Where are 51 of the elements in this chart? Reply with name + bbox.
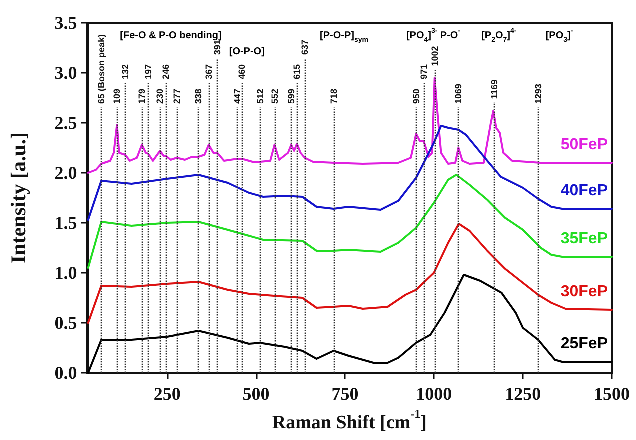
ref-line-label: 637 bbox=[300, 40, 310, 55]
annotation: [O-P-O] bbox=[229, 46, 265, 58]
series-label: 40FeP bbox=[560, 182, 608, 200]
ref-line-label: 1293 bbox=[533, 84, 544, 104]
ref-line-label: 338 bbox=[194, 88, 204, 104]
x-tick-label: 750 bbox=[332, 384, 359, 404]
x-tick-label: 1500 bbox=[594, 384, 630, 404]
y-tick-label: 2.0 bbox=[54, 163, 78, 183]
line-series bbox=[87, 274, 613, 374]
line-series bbox=[87, 223, 613, 324]
series-label: 25FeP bbox=[560, 336, 608, 352]
line-series bbox=[87, 174, 613, 269]
ref-line-label: 367 bbox=[204, 64, 214, 80]
ref-line-label: 552 bbox=[270, 88, 280, 104]
y-tick-label: 0.5 bbox=[54, 313, 78, 333]
y-tick-label: 1.5 bbox=[54, 213, 78, 233]
ref-line-label: 1069 bbox=[454, 84, 464, 104]
series-label: 50FeP bbox=[560, 136, 608, 154]
x-tick-label: 250 bbox=[154, 384, 181, 404]
ref-line-label: 109 bbox=[112, 88, 122, 104]
ref-line-label: 718 bbox=[328, 88, 339, 104]
ref-line-label: 447 bbox=[232, 88, 242, 104]
ref-line-label: 65 (Boson peak) bbox=[96, 34, 107, 104]
annotation: [Fe-O & P-O bending] bbox=[120, 30, 222, 42]
ref-line-label: 1169 bbox=[489, 80, 500, 100]
ref-line-label: 246 bbox=[160, 64, 171, 80]
series-label: 30FeP bbox=[560, 284, 608, 300]
ref-line-label: 950 bbox=[411, 88, 422, 104]
ref-line-label: 132 bbox=[120, 64, 130, 80]
ref-line-label: 615 bbox=[292, 64, 302, 80]
x-tick-label: 500 bbox=[242, 384, 270, 404]
ref-line-label: 230 bbox=[155, 88, 166, 104]
ref-line-label: 1002 bbox=[430, 46, 440, 66]
y-tick-label: 3.0 bbox=[54, 63, 78, 83]
ref-line-label: 277 bbox=[172, 88, 182, 104]
y-tick-label: 0.0 bbox=[54, 363, 78, 383]
x-tick-label: 1000 bbox=[416, 384, 452, 404]
ref-line-label: 460 bbox=[237, 64, 248, 80]
ref-line-label: 197 bbox=[143, 64, 154, 80]
y-tick-label: 3.5 bbox=[54, 13, 78, 33]
ref-line-label: 391 bbox=[212, 40, 222, 55]
y-axis-title: Intensity [a.u.] bbox=[6, 132, 30, 264]
y-tick-label: 1.0 bbox=[54, 263, 78, 283]
ref-line-label: 971 bbox=[418, 64, 429, 80]
ref-line-label: 599 bbox=[286, 88, 296, 104]
x-tick-label: 1250 bbox=[505, 384, 542, 404]
line-series bbox=[87, 125, 613, 221]
y-tick-label: 2.5 bbox=[54, 113, 78, 133]
ref-line-label: 179 bbox=[137, 88, 148, 104]
series-label: 35FeP bbox=[560, 230, 608, 248]
ref-line-label: 512 bbox=[256, 88, 266, 104]
